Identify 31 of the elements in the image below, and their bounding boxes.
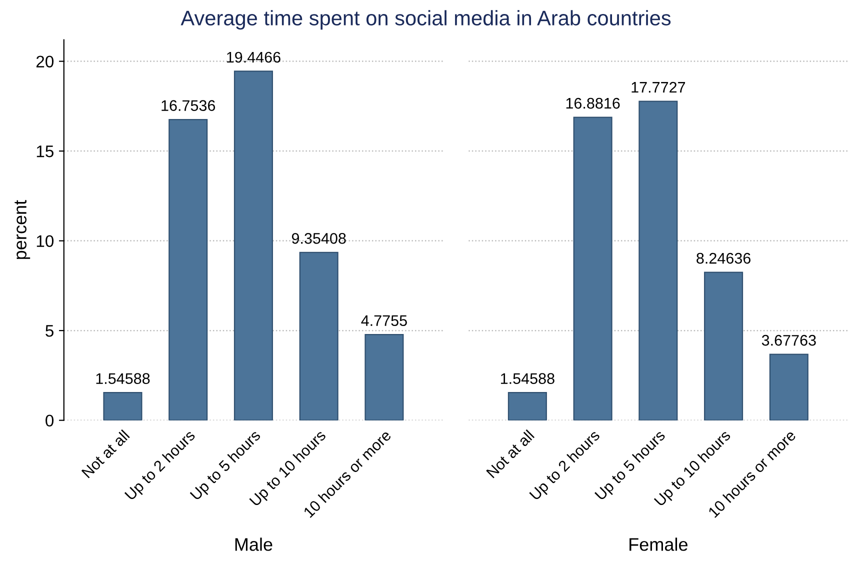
y-tick-label: 15 xyxy=(36,146,54,158)
data-label: 16.7536 xyxy=(162,100,216,111)
bar xyxy=(508,392,547,420)
data-label: 3.67763 xyxy=(762,334,816,346)
bar xyxy=(638,100,678,420)
data-label: 1.54588 xyxy=(96,373,150,384)
x-tick-label: Not at all xyxy=(486,429,535,478)
data-label: 17.7727 xyxy=(632,82,686,93)
y-axis-title: percent xyxy=(14,200,30,259)
y-tick-label: 20 xyxy=(36,56,54,68)
x-tick-label: Not at all xyxy=(80,429,130,478)
y-tick-label: 0 xyxy=(46,414,54,427)
y-tick-label: 10 xyxy=(36,235,54,248)
data-label: 4.7755 xyxy=(361,315,407,326)
bar xyxy=(364,334,404,420)
bar xyxy=(234,70,273,420)
data-label: 1.54588 xyxy=(500,373,554,384)
bar xyxy=(299,252,338,420)
bar xyxy=(573,116,612,420)
chart-title: Average time spent on social media in Arab countries xyxy=(180,10,671,30)
x-axis-title: Male xyxy=(235,538,272,551)
bar xyxy=(103,392,142,420)
y-tick-label: 5 xyxy=(46,325,54,337)
data-label: 9.35408 xyxy=(292,233,346,244)
x-axis-title: Female xyxy=(630,538,688,551)
bar xyxy=(704,272,744,420)
bar xyxy=(769,354,808,420)
data-label: 19.4466 xyxy=(227,52,280,63)
bar xyxy=(168,119,208,420)
data-label: 16.8816 xyxy=(566,98,620,109)
data-label: 8.24636 xyxy=(696,252,750,264)
